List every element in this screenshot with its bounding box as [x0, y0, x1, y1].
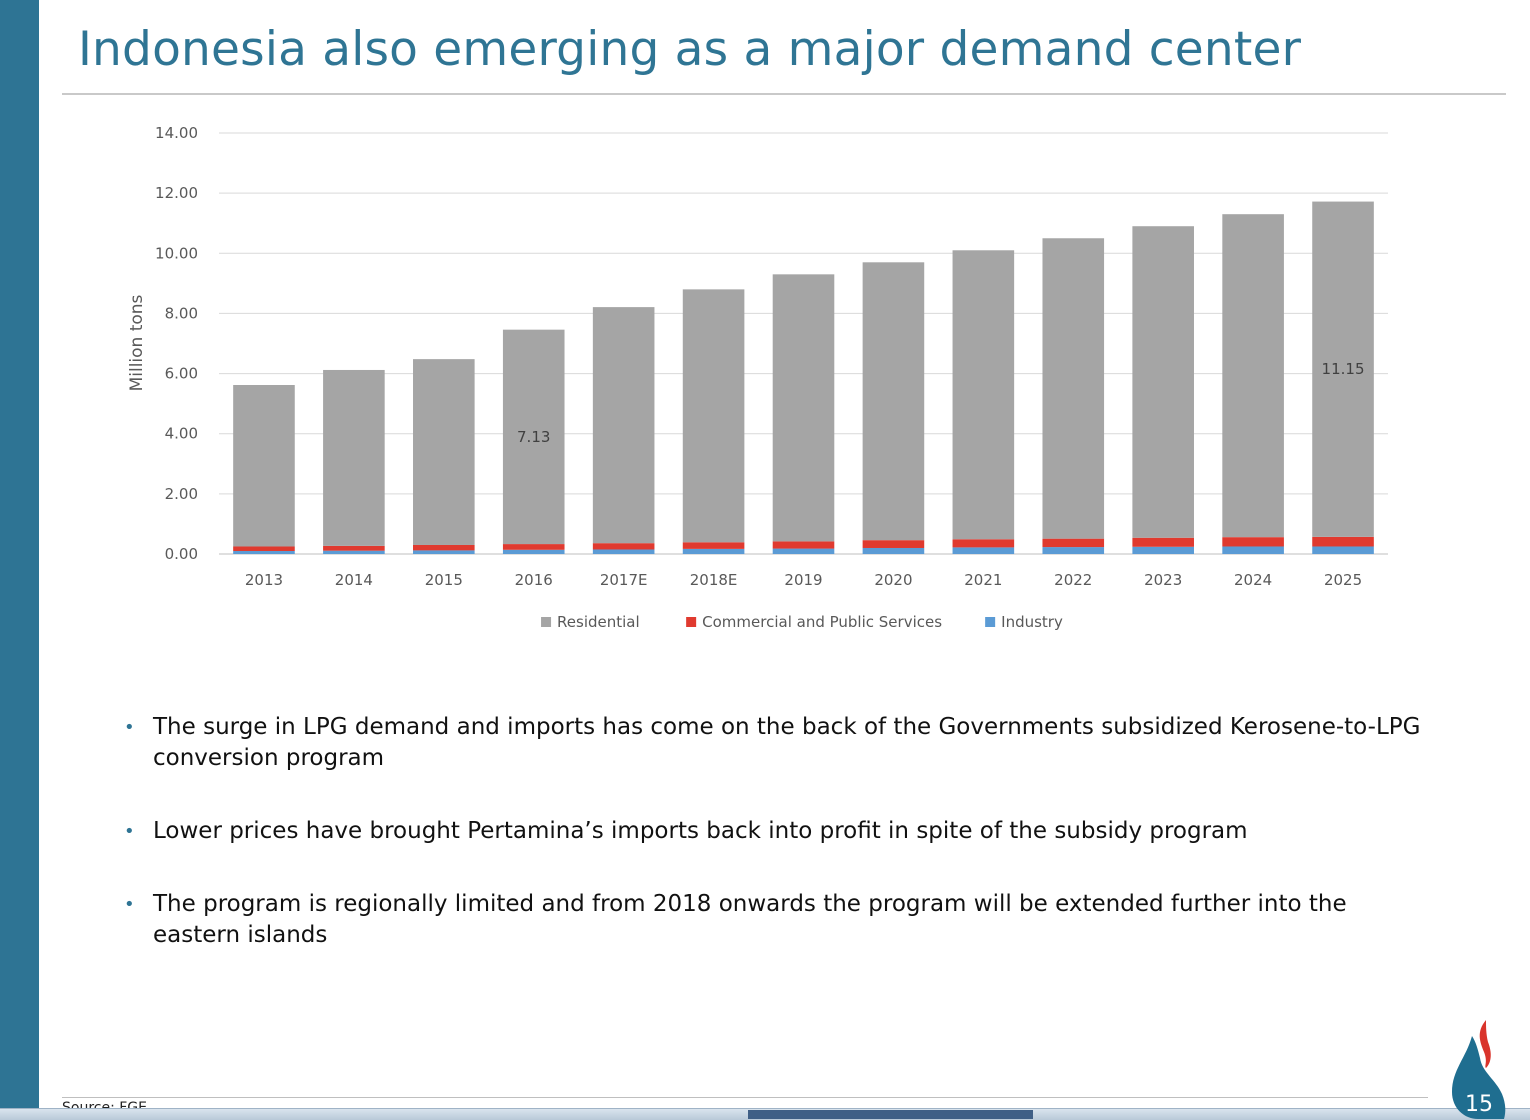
bar-segment — [772, 548, 835, 554]
bar-segment — [1132, 546, 1194, 554]
bar-segment — [592, 307, 655, 544]
bullet-item: • The surge in LPG demand and imports has… — [124, 712, 1424, 774]
x-tick-label: 2024 — [1234, 571, 1272, 589]
bullet-dot: • — [124, 894, 135, 915]
bullet-dot: • — [124, 717, 135, 738]
bar-segment — [1042, 238, 1105, 539]
y-tick-label: 6.00 — [165, 365, 198, 383]
x-tick-label: 2025 — [1324, 571, 1362, 589]
bar-segment — [233, 546, 295, 551]
legend-swatch — [541, 617, 552, 627]
bullet-text: The surge in LPG demand and imports has … — [153, 714, 1421, 771]
bar-segment — [862, 547, 925, 554]
bar-segment — [1312, 201, 1374, 537]
bar-segment — [1042, 538, 1105, 548]
y-tick-label: 12.00 — [155, 184, 198, 202]
y-tick-label: 2.00 — [165, 485, 198, 503]
x-tick-label: 2022 — [1054, 571, 1092, 589]
bar-segment — [952, 250, 1015, 540]
x-tick-label: 2016 — [515, 571, 553, 589]
bar-segment — [592, 549, 655, 554]
y-tick-label: 0.00 — [165, 545, 198, 563]
bar-segment — [682, 289, 745, 543]
data-label: 11.15 — [1322, 360, 1365, 378]
legend-label: Residential — [557, 613, 640, 631]
flame-blue-icon — [1452, 1036, 1506, 1119]
bar-segment — [862, 262, 925, 541]
bar-segment — [1132, 537, 1194, 547]
bar-segment — [682, 542, 745, 549]
x-tick-label: 2018E — [690, 571, 738, 589]
page-number: 15 — [1465, 1092, 1493, 1117]
bar-segment — [413, 544, 475, 551]
bar-segment — [952, 539, 1015, 548]
bar-segment — [772, 274, 835, 542]
legend-label: Industry — [1001, 613, 1063, 631]
taskbar — [0, 1108, 1530, 1120]
bar-segment — [1222, 214, 1284, 538]
x-tick-label: 2014 — [335, 571, 373, 589]
bar-segment — [1312, 536, 1374, 547]
bar-segment — [682, 548, 745, 554]
legend-swatch — [985, 617, 996, 627]
y-tick-label: 8.00 — [165, 304, 198, 322]
y-axis-label: Million tons — [127, 294, 147, 391]
bar-segment — [233, 384, 295, 547]
bar-segment — [413, 550, 475, 554]
bar-segment — [323, 545, 385, 551]
x-tick-label: 2020 — [874, 571, 912, 589]
bar-segment — [952, 547, 1015, 554]
y-tick-label: 14.00 — [155, 124, 198, 142]
flame-logo: 15 — [1452, 1020, 1506, 1119]
bar-segment — [1132, 226, 1194, 538]
bar-segment — [1222, 537, 1284, 547]
x-tick-label: 2019 — [784, 571, 822, 589]
bar-segment — [592, 543, 655, 550]
x-tick-label: 2015 — [425, 571, 463, 589]
bullet-text: The program is regionally limited and fr… — [153, 891, 1347, 948]
bar-segment — [1222, 546, 1284, 554]
x-tick-label: 2023 — [1144, 571, 1182, 589]
bar-segment — [862, 540, 925, 548]
demand-stacked-bar-chart: 0.00 2.00 4.00 6.00 8.00 10.00 12.00 14.00 Milli… — [127, 124, 1388, 631]
y-tick-label: 4.00 — [165, 425, 198, 443]
slide-title: Indonesia also emerging as a major deman… — [78, 22, 1302, 77]
bullet-item: • The program is regionally limited and f… — [124, 889, 1424, 951]
bar-segment — [413, 359, 475, 545]
taskbar-active-item[interactable] — [748, 1110, 1033, 1119]
bullet-text: Lower prices have brought Pertamina’s im… — [153, 818, 1248, 844]
y-tick-label: 10.00 — [155, 244, 198, 262]
x-tick-label: 2017E — [600, 571, 648, 589]
bullet-list: • The surge in LPG demand and imports has… — [124, 712, 1424, 951]
bullet-item: • Lower prices have brought Pertamina’s i… — [124, 816, 1424, 847]
legend-label: Commercial and Public Services — [702, 613, 942, 631]
bar-segment — [502, 549, 565, 554]
bullet-dot: • — [124, 821, 135, 842]
title-divider — [62, 93, 1506, 95]
x-tick-label: 2021 — [964, 571, 1002, 589]
accent-side-bar — [0, 0, 39, 1119]
flame-red-icon — [1479, 1020, 1491, 1068]
bar-segment — [502, 329, 565, 545]
bar-segment — [1042, 547, 1105, 554]
bar-segment — [1312, 546, 1374, 554]
bar-segment — [323, 550, 385, 554]
x-tick-label: 2013 — [245, 571, 283, 589]
data-label: 7.13 — [517, 428, 550, 446]
bar-segment — [323, 369, 385, 546]
footer-divider — [62, 1097, 1428, 1098]
bar-segment — [772, 541, 835, 549]
legend-swatch — [686, 617, 697, 627]
bar-segment — [233, 550, 295, 554]
bar-segment — [502, 544, 565, 550]
